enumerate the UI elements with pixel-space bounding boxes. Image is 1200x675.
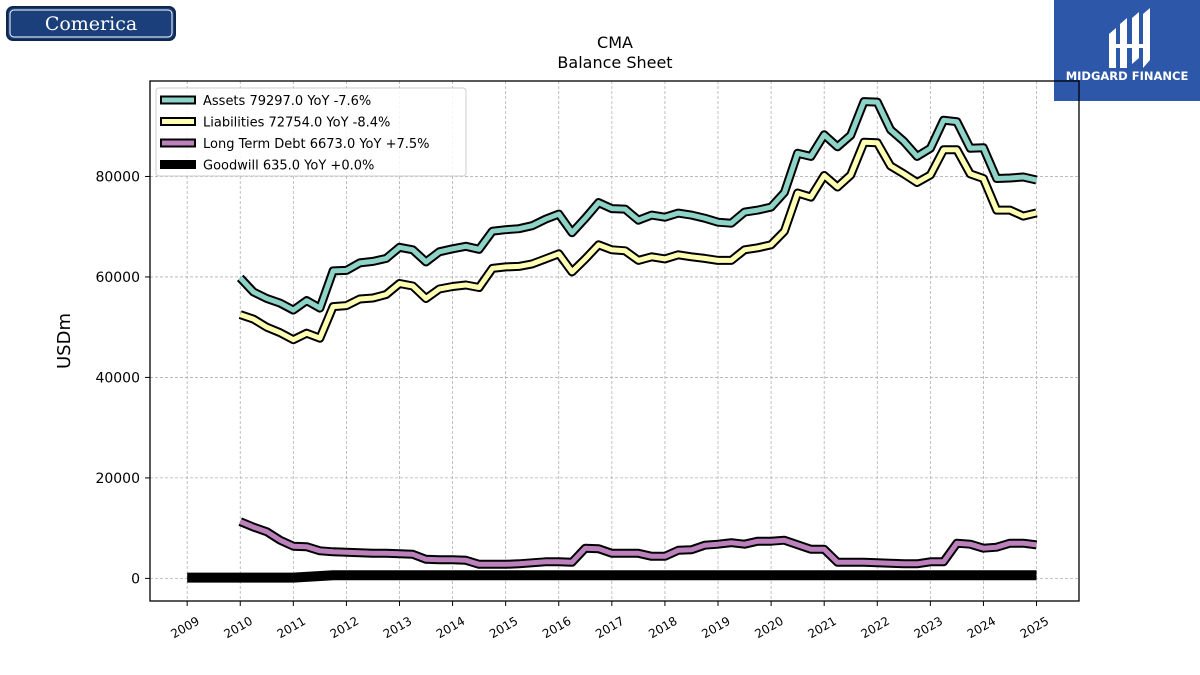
x-tick-label: 2016	[540, 614, 573, 641]
comerica-logo: Comerica	[6, 6, 176, 41]
legend-swatch	[160, 160, 196, 169]
series-1	[238, 137, 1038, 345]
y-axis-label: USDm	[54, 313, 75, 369]
series-0	[236, 97, 1038, 315]
x-tick-label: 2021	[805, 614, 838, 641]
x-tick-label: 2012	[328, 614, 361, 641]
y-tick-label: 0	[131, 571, 140, 587]
x-tick-label: 2013	[381, 614, 414, 641]
series-line-goodwill	[187, 570, 1037, 583]
comerica-logo-text: Comerica	[45, 13, 137, 35]
x-tick-label: 2020	[752, 614, 785, 641]
x-tick-label: 2023	[912, 614, 945, 641]
x-tick-label: 2017	[593, 614, 626, 641]
series-2	[238, 517, 1038, 569]
legend-label: Goodwill 635.0 YoY +0.0%	[203, 159, 374, 174]
x-tick-label: 2019	[699, 614, 732, 641]
y-tick-label: 40000	[95, 370, 140, 386]
midgard-finance-logo: MIDGARD FINANCE	[1054, 0, 1200, 101]
x-tick-label: 2024	[965, 614, 998, 641]
x-tick-label: 2011	[275, 614, 308, 641]
x-tick-label: 2010	[222, 614, 255, 641]
plot-frame	[149, 80, 1080, 602]
legend-swatch	[160, 117, 196, 126]
x-tick-label: 2015	[487, 614, 520, 641]
series-3	[187, 570, 1037, 583]
y-tick-label: 80000	[95, 169, 140, 185]
x-tick-label: 2018	[646, 614, 679, 641]
x-tick-label: 2022	[859, 614, 892, 641]
legend-swatch	[160, 95, 196, 105]
chart-subtitle: Balance Sheet	[557, 53, 672, 72]
x-tick-label: 2014	[434, 614, 467, 641]
legend-label: Liabilities 72754.0 YoY -8.4%	[203, 116, 390, 131]
x-tick-label: 2009	[168, 614, 201, 641]
series-layer	[187, 97, 1038, 583]
midgard-emblem-icon	[1109, 8, 1150, 68]
series-line-outline	[238, 517, 1038, 569]
x-tick-label: 2025	[1018, 614, 1051, 641]
chart-title: CMA	[597, 33, 633, 52]
y-tick-label: 60000	[95, 270, 140, 286]
series-line	[239, 519, 1037, 567]
series-line	[238, 99, 1038, 313]
legend: Assets 79297.0 YoY -7.6% Liabilities 7275…	[155, 87, 467, 177]
legend-box	[155, 87, 467, 177]
y-tick-label: 20000	[95, 471, 140, 487]
grid-lines	[150, 81, 1079, 601]
legend-swatch	[160, 138, 196, 148]
midgard-logo-text: MIDGARD FINANCE	[1066, 69, 1189, 83]
legend-label: Long Term Debt 6673.0 YoY +7.5%	[203, 137, 430, 152]
series-line	[239, 139, 1038, 343]
legend-label: Assets 79297.0 YoY -7.6%	[203, 94, 371, 109]
